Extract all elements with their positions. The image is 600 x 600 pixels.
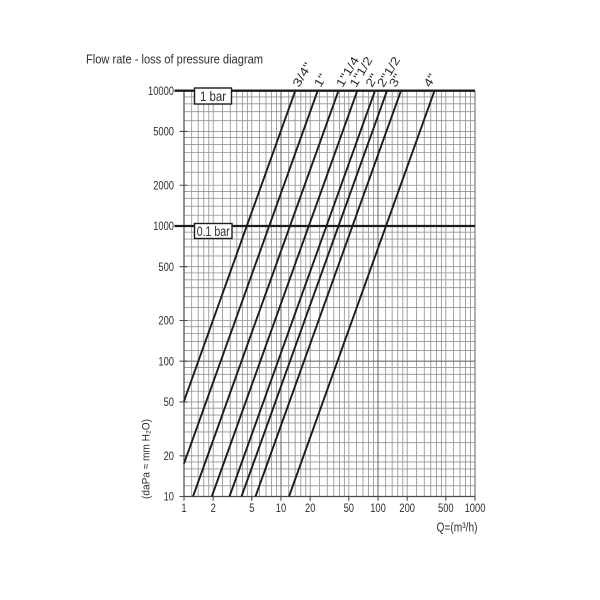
svg-text:2": 2" <box>363 71 382 89</box>
svg-text:(daPa ≈ mm H₂O): (daPa ≈ mm H₂O) <box>141 419 153 499</box>
svg-text:1: 1 <box>181 503 186 515</box>
svg-text:2000: 2000 <box>153 180 174 192</box>
svg-text:50: 50 <box>344 503 354 515</box>
svg-text:5000: 5000 <box>153 127 174 139</box>
svg-text:5: 5 <box>249 503 254 515</box>
svg-text:10: 10 <box>164 492 174 504</box>
svg-text:1": 1" <box>311 71 330 89</box>
svg-text:200: 200 <box>399 503 415 515</box>
svg-text:3": 3" <box>386 71 405 89</box>
svg-text:100: 100 <box>370 503 386 515</box>
svg-text:500: 500 <box>158 262 174 274</box>
svg-text:100: 100 <box>158 356 174 368</box>
svg-text:20: 20 <box>305 503 315 515</box>
svg-text:10: 10 <box>276 503 286 515</box>
svg-text:4": 4" <box>421 71 440 89</box>
svg-text:Q=(m³/h): Q=(m³/h) <box>437 521 478 535</box>
svg-text:1000: 1000 <box>153 221 174 233</box>
svg-text:10000: 10000 <box>148 86 174 98</box>
svg-text:500: 500 <box>438 503 454 515</box>
svg-text:50: 50 <box>164 397 174 409</box>
svg-text:0.1 bar: 0.1 bar <box>197 224 230 239</box>
svg-text:1000: 1000 <box>465 503 486 515</box>
svg-text:1 bar: 1 bar <box>200 89 226 104</box>
svg-text:20: 20 <box>164 451 174 463</box>
svg-text:200: 200 <box>158 316 174 328</box>
svg-text:Flow rate - loss of pressure d: Flow rate - loss of pressure diagram <box>86 53 263 67</box>
svg-text:2: 2 <box>211 503 216 515</box>
